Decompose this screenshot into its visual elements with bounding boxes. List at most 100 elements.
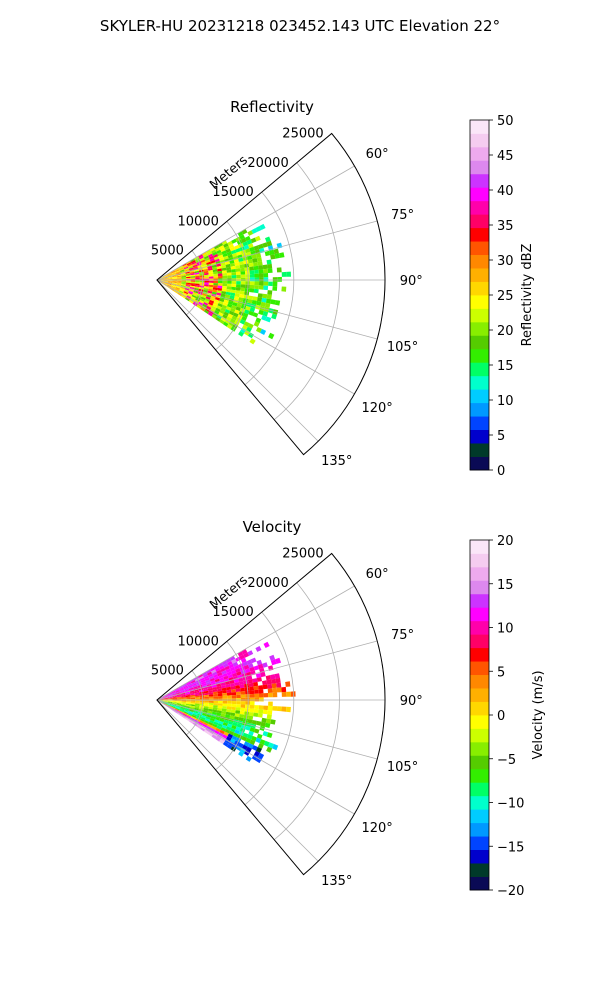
echo-cell <box>246 659 253 665</box>
echo-cell <box>267 290 273 295</box>
echo-cell <box>221 288 227 292</box>
colorbar-tick-label: 20 <box>497 534 514 549</box>
echo-cell <box>227 313 233 319</box>
colorbar-tick-label: 5 <box>497 429 505 444</box>
echo-cell <box>206 261 212 265</box>
echo-cell <box>255 756 262 764</box>
echo-cell <box>176 703 182 705</box>
echo-cell <box>208 280 214 283</box>
echo-cell <box>258 273 264 278</box>
echo-cell <box>190 703 196 705</box>
echo-cell <box>230 746 237 752</box>
colorbar-tick-label: 15 <box>497 578 514 593</box>
echo-cell <box>237 231 244 237</box>
echo-cell <box>204 272 209 276</box>
echo-cell <box>181 702 187 704</box>
echo-cell <box>167 703 172 706</box>
echo-cell <box>286 271 291 277</box>
echo-cell <box>276 706 282 712</box>
echo-cell <box>250 657 257 664</box>
echo-cell <box>228 730 235 736</box>
echo-cell <box>261 717 267 723</box>
echo-cell <box>245 281 250 285</box>
echo-cell <box>239 654 245 660</box>
echo-cell <box>227 303 233 308</box>
echo-cell <box>255 253 262 259</box>
echo-cell <box>208 276 214 279</box>
echo-cell <box>197 684 203 688</box>
colorbar-tick-label: 0 <box>497 464 505 479</box>
echo-cell <box>190 717 196 721</box>
echo-cell <box>181 703 186 705</box>
echo-cell <box>197 682 202 686</box>
echo-cell <box>185 694 191 696</box>
echo-cell <box>255 317 262 324</box>
echo-cell <box>185 272 191 275</box>
echo-cell <box>163 278 168 280</box>
echo-cell <box>231 238 237 244</box>
echo-cell <box>242 241 248 247</box>
echo-cell <box>219 729 225 735</box>
echo-cell <box>255 737 262 744</box>
echo-cell <box>174 688 180 692</box>
echo-cell <box>179 267 184 271</box>
echo-cell <box>177 712 182 717</box>
echo-cell <box>234 716 240 721</box>
echo-cell <box>187 714 192 718</box>
echo-cell <box>202 713 207 717</box>
echo-cell <box>185 703 191 706</box>
echo-cell <box>203 255 209 260</box>
echo-cell <box>236 251 242 256</box>
echo-cell <box>171 272 176 275</box>
echo-cell <box>225 291 231 296</box>
echo-cell <box>230 712 236 717</box>
echo-cell <box>236 701 241 705</box>
echo-cell <box>170 286 176 290</box>
echo-cell <box>175 271 181 274</box>
colorbar-segment <box>470 241 489 256</box>
echo-cell <box>268 742 274 749</box>
echo-cell <box>185 702 191 705</box>
echo-cell <box>213 693 218 697</box>
colorbar-tick-label: 30 <box>497 254 514 269</box>
echo-cell <box>176 282 182 285</box>
echo-cell <box>240 237 247 244</box>
echo-cell <box>166 693 172 696</box>
echo-cell <box>183 686 189 690</box>
echo-cell <box>195 703 200 706</box>
echo-cell <box>246 326 252 333</box>
echo-cell <box>173 710 178 714</box>
echo-cell <box>203 690 209 694</box>
echo-cell <box>223 675 229 680</box>
echo-cell <box>234 682 240 686</box>
echo-cell <box>179 688 185 692</box>
echo-cell <box>218 700 223 704</box>
echo-cell <box>192 264 198 268</box>
echo-cell <box>260 721 266 727</box>
echo-cell <box>167 279 173 280</box>
echo-cell <box>195 702 200 704</box>
echo-cell <box>166 704 172 707</box>
echo-cell <box>223 311 229 317</box>
echo-cell <box>208 702 214 706</box>
echo-cell <box>194 707 199 711</box>
echo-cell <box>227 660 233 666</box>
echo-cell <box>244 711 250 716</box>
echo-cell <box>191 296 196 300</box>
echo-cell <box>222 253 228 258</box>
echo-cell <box>222 673 228 678</box>
echo-cell <box>209 297 215 302</box>
echo-cell <box>230 265 236 270</box>
echo-cell <box>276 687 282 693</box>
echo-cell <box>201 261 207 265</box>
echo-cell <box>186 280 191 282</box>
echo-cell <box>183 291 189 295</box>
azimuth-tick-label: 105° <box>387 760 418 775</box>
echo-cell <box>199 720 205 724</box>
echo-cell <box>204 696 209 699</box>
echo-cell <box>265 298 272 304</box>
echo-cell <box>222 270 227 274</box>
echo-cell <box>215 307 221 313</box>
echo-cell <box>193 266 198 269</box>
echo-cell <box>201 683 207 687</box>
